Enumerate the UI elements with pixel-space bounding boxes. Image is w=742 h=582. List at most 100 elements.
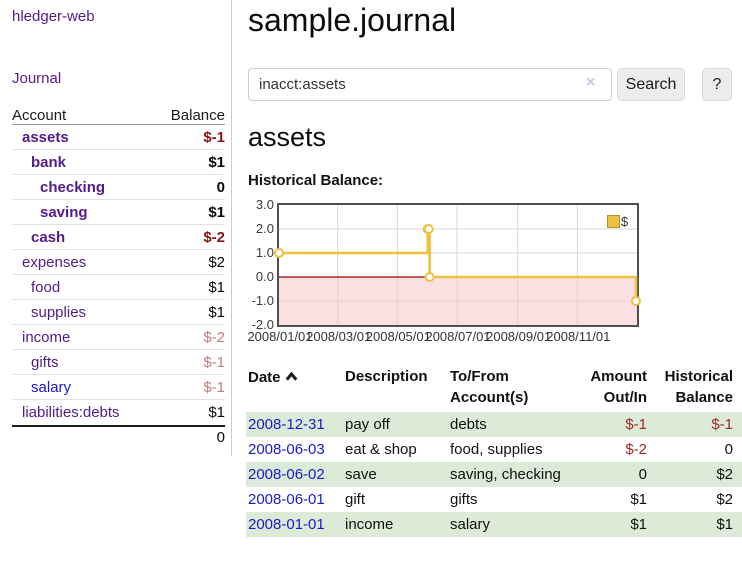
register-table: Date Description To/From Account(s) Amou… <box>246 360 742 537</box>
register-header-row: Date Description To/From Account(s) Amou… <box>246 360 742 412</box>
account-link[interactable]: supplies <box>31 303 87 321</box>
account-row-liabilities-debts: liabilities:debts $1 <box>12 400 225 425</box>
account-balance: $-1 <box>203 353 225 371</box>
sort-ascending-icon <box>285 366 298 387</box>
x-axis-tick: 2008/11/01 <box>546 329 611 344</box>
balance-column-header: Balance <box>170 107 225 124</box>
transaction-date-link[interactable]: 2008-06-03 <box>248 441 325 458</box>
y-axis-tick: 3.0 <box>255 197 274 212</box>
search-form: × Search ? <box>248 68 742 101</box>
accounts-table: Account Balance assets $-1 bank $1 check… <box>12 103 225 448</box>
help-button[interactable]: ? <box>702 68 732 101</box>
transaction-amount: $1 <box>630 516 647 533</box>
transaction-description: pay off <box>345 416 390 433</box>
transaction-accounts: food, supplies <box>450 441 543 458</box>
transaction-accounts: gifts <box>450 491 478 508</box>
account-link[interactable]: assets <box>22 128 69 146</box>
page-title: sample.journal <box>248 2 457 38</box>
clear-search-icon[interactable]: × <box>586 74 596 91</box>
account-row-income: income $-2 <box>12 325 225 350</box>
account-link[interactable]: gifts <box>31 353 59 371</box>
account-heading: assets <box>248 122 327 152</box>
chart-canvas <box>274 205 641 325</box>
account-balance: $1 <box>208 404 225 421</box>
account-row-bank: bank $1 <box>12 150 225 175</box>
x-axis-tick: 2008/05/01 <box>365 329 431 344</box>
transaction-accounts: salary <box>450 516 491 533</box>
account-link[interactable]: cash <box>31 228 66 246</box>
x-axis-tick: 2008/09/01 <box>486 329 552 344</box>
main-content: sample.journal × Search ? assets Histori… <box>246 0 742 582</box>
account-balance: $-2 <box>203 228 225 246</box>
app-brand-link[interactable]: hledger-web <box>12 8 95 25</box>
account-row-supplies: supplies $1 <box>12 300 225 325</box>
plot-region: $ <box>274 203 641 327</box>
legend-swatch-icon <box>607 215 620 228</box>
account-row-assets: assets $-1 <box>12 125 225 150</box>
transaction-description: eat & shop <box>345 441 417 458</box>
transaction-balance: $2 <box>716 466 733 483</box>
legend-label: $ <box>621 214 629 229</box>
x-axis-tick: 2008/03/01 <box>306 329 372 344</box>
account-link[interactable]: saving <box>40 203 88 221</box>
account-row-salary: salary $-1 <box>12 375 225 400</box>
y-axis-tick: 1.0 <box>255 245 274 260</box>
account-row-checking: checking 0 <box>12 175 225 200</box>
transaction-accounts: saving, checking <box>450 466 561 483</box>
date-column-header[interactable]: Date <box>246 360 345 412</box>
transaction-amount: 0 <box>638 466 647 483</box>
historical-balance-chart: 3.0 2.0 1.0 0.0 -1.0 -2.0 $ 2008/01/01 2… <box>246 197 742 348</box>
y-axis-tick: 2.0 <box>255 221 274 236</box>
account-balance: 0 <box>216 178 225 196</box>
sidebar-item-journal[interactable]: Journal <box>12 70 62 87</box>
account-balance: $-1 <box>203 128 225 146</box>
date-header-label: Date <box>248 369 281 386</box>
transaction-description: gift <box>345 491 366 508</box>
account-balance: $1 <box>208 303 225 321</box>
x-axis-tick: 2008/07/01 <box>425 329 491 344</box>
account-link[interactable]: checking <box>40 178 106 196</box>
amount-column-header: Amount Out/In <box>590 368 647 406</box>
accounts-total-row: 0 <box>12 425 225 448</box>
account-link[interactable]: liabilities:debts <box>22 404 120 421</box>
transaction-date-link[interactable]: 2008-01-01 <box>248 516 325 533</box>
y-axis-tick: -2.0 <box>251 317 274 332</box>
account-column-header: Account <box>12 107 67 124</box>
register-row: 2008-06-01 gift gifts $1 $2 <box>246 487 742 512</box>
y-axis-tick: 0.0 <box>255 269 274 284</box>
accounts-total-value: 0 <box>216 429 225 446</box>
transaction-date-link[interactable]: 2008-06-01 <box>248 491 325 508</box>
description-column-header: Description <box>345 368 428 385</box>
balance-column-header: Historical Balance <box>664 368 733 406</box>
transaction-accounts: debts <box>450 416 487 433</box>
account-link[interactable]: expenses <box>22 253 87 271</box>
account-link[interactable]: income <box>22 328 71 346</box>
transaction-date-link[interactable]: 2008-12-31 <box>248 416 325 433</box>
register-row: 2008-06-03 eat & shop food, supplies $-2… <box>246 437 742 462</box>
chart-legend: $ <box>607 214 628 229</box>
transaction-date-link[interactable]: 2008-06-02 <box>248 466 325 483</box>
register-row: 2008-12-31 pay off debts $-1 $-1 <box>246 412 742 437</box>
transaction-balance: 0 <box>724 441 733 458</box>
account-row-food: food $1 <box>12 275 225 300</box>
transaction-description: save <box>345 466 377 483</box>
sidebar: hledger-web Journal Account Balance asse… <box>0 0 232 456</box>
y-axis-tick: -1.0 <box>251 293 274 308</box>
account-balance: $2 <box>208 253 225 271</box>
transaction-description: income <box>345 516 394 533</box>
register-row: 2008-01-01 income salary $1 $1 <box>246 512 742 537</box>
account-link[interactable]: bank <box>31 153 67 171</box>
account-link[interactable]: salary <box>31 378 72 396</box>
register-row: 2008-06-02 save saving, checking 0 $2 <box>246 462 742 487</box>
accounts-table-header: Account Balance <box>12 103 225 125</box>
transaction-amount: $1 <box>630 491 647 508</box>
x-axis-tick: 2008/01/01 <box>247 329 313 344</box>
account-balance: $-1 <box>203 378 225 396</box>
search-button[interactable]: Search <box>617 68 685 101</box>
account-row-cash: cash $-2 <box>12 225 225 250</box>
search-input[interactable] <box>248 68 612 101</box>
transaction-balance: $-1 <box>711 416 733 433</box>
account-link[interactable]: food <box>31 278 61 296</box>
transaction-balance: $2 <box>716 491 733 508</box>
